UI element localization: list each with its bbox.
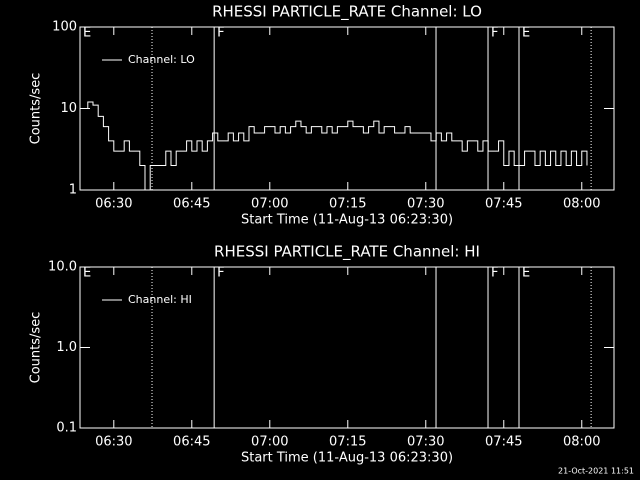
- x-tick-label: 07:15: [329, 197, 366, 212]
- y-tick-label: 1.0: [56, 340, 77, 355]
- y-axis-label: Counts/sec: [29, 312, 44, 384]
- x-axis-label: Start Time (11-Aug-13 06:23:30): [241, 213, 453, 228]
- y-tick-label: 10: [60, 101, 77, 116]
- event-label: F: [217, 266, 224, 281]
- legend-label: Channel: LO: [128, 53, 195, 66]
- x-tick-label: 06:30: [95, 197, 132, 212]
- x-tick-label: 07:00: [251, 435, 288, 450]
- event-label: F: [217, 26, 224, 41]
- x-tick-label: 07:15: [329, 435, 366, 450]
- event-label: E: [522, 266, 530, 281]
- x-tick-label: 07:30: [407, 435, 444, 450]
- y-tick-label: 1: [69, 183, 77, 198]
- x-tick-label: 08:00: [563, 435, 600, 450]
- chart-title: RHESSI PARTICLE_RATE Channel: HI: [214, 243, 480, 262]
- event-label: E: [83, 266, 91, 281]
- x-tick-label: 08:00: [563, 197, 600, 212]
- x-tick-label: 06:30: [95, 435, 132, 450]
- legend-label: Channel: HI: [128, 293, 192, 306]
- event-label: F: [491, 26, 498, 41]
- x-tick-label: 06:45: [173, 435, 210, 450]
- y-tick-label: 10.0: [48, 260, 77, 275]
- y-tick-label: 0.1: [56, 421, 77, 436]
- data-line: [82, 101, 588, 191]
- event-label: E: [83, 26, 91, 41]
- y-axis-label: Counts/sec: [29, 73, 44, 145]
- chart-title: RHESSI PARTICLE_RATE Channel: LO: [212, 3, 482, 22]
- event-label: E: [522, 26, 530, 41]
- x-axis-label: Start Time (11-Aug-13 06:23:30): [241, 451, 453, 466]
- x-tick-label: 06:45: [173, 197, 210, 212]
- footer: 21-Oct-2021 11:51: [558, 467, 634, 476]
- x-tick-label: 07:45: [485, 435, 522, 450]
- y-tick-label: 100: [52, 20, 77, 35]
- event-label: F: [491, 266, 498, 281]
- x-tick-label: 07:00: [251, 197, 288, 212]
- x-tick-label: 07:30: [407, 197, 444, 212]
- plot-frame: [79, 266, 615, 429]
- x-tick-label: 07:45: [485, 197, 522, 212]
